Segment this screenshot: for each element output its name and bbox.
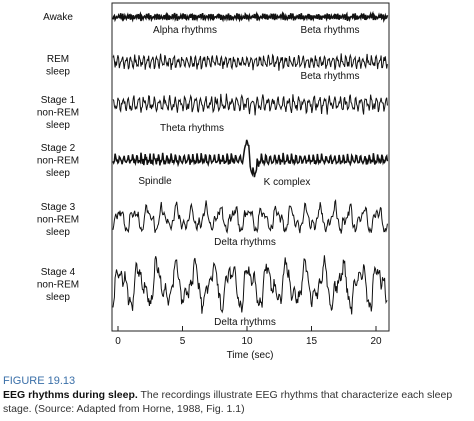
caption-body: EEG rhythms during sleep. The recordings… <box>3 388 469 416</box>
row-label: Stage 1 <box>41 95 76 106</box>
plot-frame <box>111 2 390 332</box>
row-label: REM <box>47 54 69 65</box>
x-tick-label: 15 <box>306 336 318 347</box>
x-axis-label: Time (sec) <box>227 350 274 361</box>
row-label: non-REM <box>37 108 79 119</box>
annotation: Beta rhythms <box>301 25 360 36</box>
figure: Time (sec) 0 5 10 15 20 Awake Alpha rhythms Bet… <box>37 2 390 361</box>
figure-number: FIGURE 19.13 <box>3 375 76 387</box>
annotation: Alpha rhythms <box>153 25 217 36</box>
caption-title: EEG rhythms during sleep. <box>3 389 138 401</box>
row-label: sleep <box>46 292 70 303</box>
annotation: Delta rhythms <box>214 317 276 328</box>
eeg-trace <box>112 53 388 71</box>
eeg-trace <box>112 93 388 116</box>
row-label: Stage 4 <box>41 267 76 278</box>
row-label: Stage 3 <box>41 202 76 213</box>
x-tick-label: 5 <box>180 336 186 347</box>
annotation: Beta rhythms <box>301 71 360 82</box>
row-label: non-REM <box>37 215 79 226</box>
eeg-trace <box>112 199 388 234</box>
row-label: non-REM <box>37 280 79 291</box>
row-label: Stage 2 <box>41 143 76 154</box>
eeg-trace <box>112 139 389 178</box>
row-label: sleep <box>46 227 70 238</box>
x-tick-label: 20 <box>370 336 382 347</box>
annotation: Spindle <box>138 176 172 187</box>
annotation: Delta rhythms <box>214 237 276 248</box>
x-tick-label: 0 <box>115 336 121 347</box>
caption-text: The recordings illustrate EEG rhythms th… <box>3 389 453 415</box>
caption: FIGURE 19.13 EEG rhythms during sleep. T… <box>3 374 469 416</box>
row-label: sleep <box>46 120 70 131</box>
annotation: K complex <box>264 177 311 188</box>
eeg-trace <box>112 255 388 315</box>
row-label: sleep <box>46 67 70 78</box>
eeg-trace <box>112 10 389 23</box>
x-tick-label: 10 <box>241 336 253 347</box>
annotation: Theta rhythms <box>160 123 224 134</box>
row-label: non-REM <box>37 156 79 167</box>
row-label: sleep <box>46 168 70 179</box>
row-label: Awake <box>43 12 73 23</box>
